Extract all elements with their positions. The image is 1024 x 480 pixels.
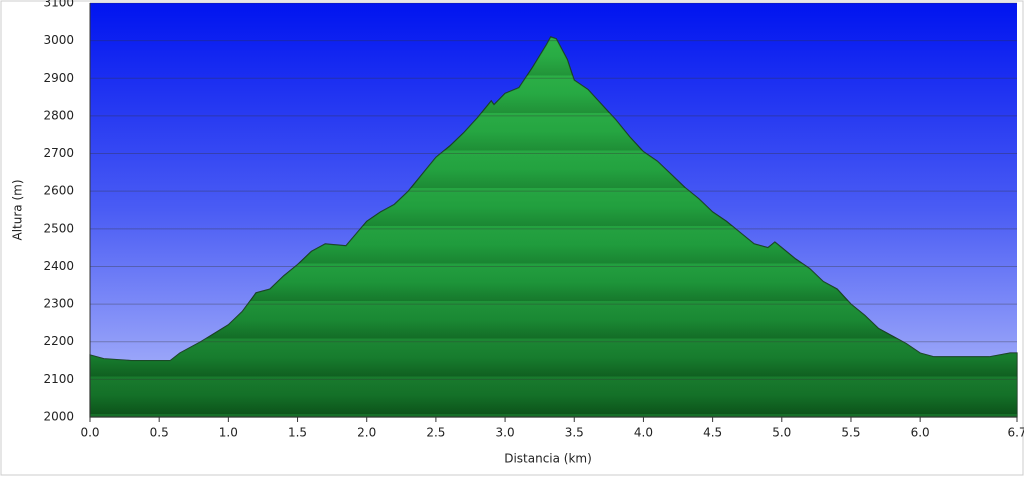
- y-tick-label: 2000: [43, 410, 74, 424]
- x-tick-label: 0.5: [150, 426, 169, 440]
- x-axis-title: Distancia (km): [504, 452, 592, 466]
- y-axis-title: Altura (m): [11, 179, 25, 240]
- x-tick-label: 0.0: [80, 426, 99, 440]
- y-tick-label: 2500: [43, 221, 74, 235]
- x-tick-label: 5.5: [841, 426, 860, 440]
- y-tick-label: 2800: [43, 108, 74, 122]
- y-tick-label: 2400: [43, 259, 74, 273]
- y-tick-label: 2900: [43, 71, 74, 85]
- x-tick-label: 5.0: [772, 426, 791, 440]
- y-tick-label: 2300: [43, 297, 74, 311]
- x-tick-label: 2.5: [426, 426, 445, 440]
- y-tick-label: 2100: [43, 372, 74, 386]
- x-tick-label: 1.0: [219, 426, 238, 440]
- x-tick-label: 4.5: [703, 426, 722, 440]
- y-tick-label: 3000: [43, 33, 74, 47]
- y-tick-label: 3100: [43, 0, 74, 10]
- y-tick-label: 2700: [43, 146, 74, 160]
- x-tick-label: 4.0: [634, 426, 653, 440]
- x-tick-label: 1.5: [288, 426, 307, 440]
- x-tick-label: 6.0: [911, 426, 930, 440]
- area-shade: [90, 36, 1017, 417]
- y-tick-label: 2600: [43, 184, 74, 198]
- x-tick-label: 3.5: [565, 426, 584, 440]
- x-tick-label: 2.0: [357, 426, 376, 440]
- x-tick-label: 3.0: [496, 426, 515, 440]
- x-tick-label: 6.7: [1007, 426, 1024, 440]
- y-tick-label: 2200: [43, 334, 74, 348]
